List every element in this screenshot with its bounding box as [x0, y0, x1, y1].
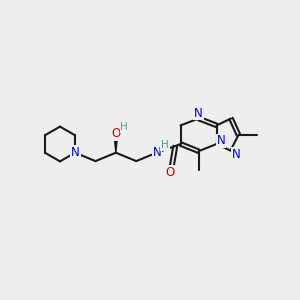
Text: N: N: [194, 106, 203, 120]
Polygon shape: [114, 136, 118, 153]
Text: O: O: [165, 166, 175, 179]
Text: N: N: [217, 134, 226, 148]
Text: N: N: [71, 146, 80, 159]
Text: N: N: [153, 146, 162, 159]
Text: O: O: [111, 127, 120, 140]
Text: N: N: [232, 148, 241, 161]
Text: H: H: [161, 140, 169, 151]
Text: H: H: [120, 122, 128, 133]
